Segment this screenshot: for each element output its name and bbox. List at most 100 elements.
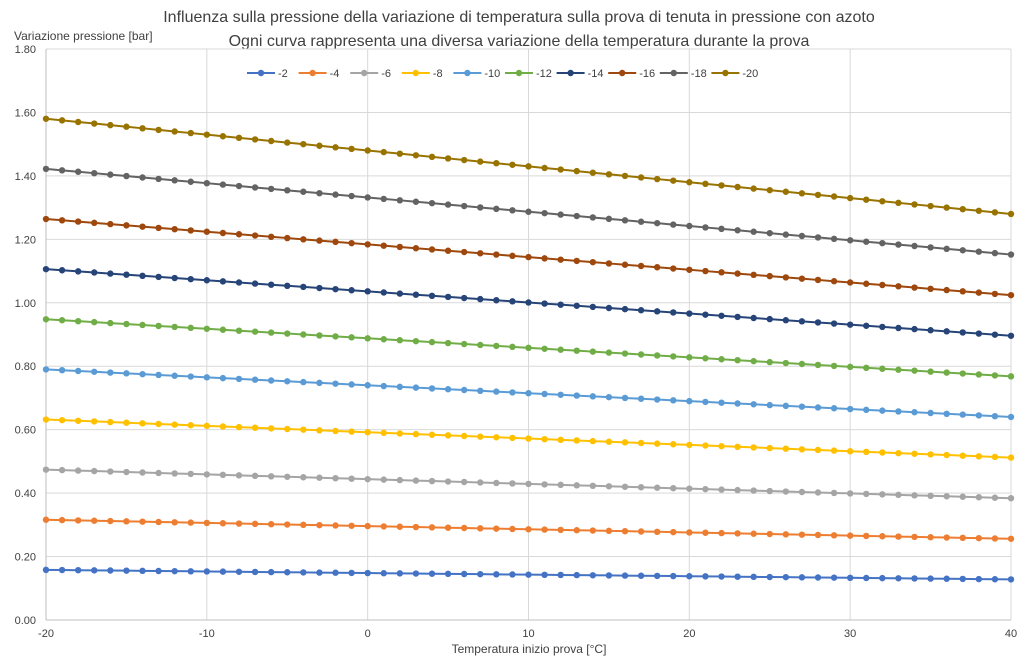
data-point bbox=[219, 568, 227, 575]
data-point bbox=[284, 425, 291, 433]
data-point bbox=[509, 207, 516, 214]
data-point bbox=[477, 295, 484, 303]
data-point bbox=[541, 164, 548, 172]
data-point bbox=[428, 199, 436, 207]
legend-marker bbox=[722, 69, 729, 77]
data-point bbox=[251, 376, 259, 383]
data-point bbox=[943, 245, 950, 253]
data-point bbox=[734, 400, 741, 407]
data-point bbox=[686, 485, 693, 492]
series-group bbox=[42, 115, 1015, 583]
data-point bbox=[927, 409, 934, 417]
data-point bbox=[750, 573, 757, 581]
data-point bbox=[235, 568, 243, 575]
data-point bbox=[412, 152, 420, 159]
data-point bbox=[219, 229, 227, 237]
data-point bbox=[927, 244, 934, 251]
legend-item: -6 bbox=[350, 68, 391, 80]
data-point bbox=[380, 476, 387, 483]
data-point bbox=[605, 393, 613, 401]
data-point bbox=[814, 319, 822, 326]
data-point bbox=[605, 572, 613, 579]
data-point bbox=[814, 404, 822, 411]
data-point bbox=[573, 527, 580, 534]
series--20 bbox=[42, 115, 1015, 218]
data-point bbox=[766, 272, 773, 280]
data-point bbox=[718, 399, 725, 406]
data-point bbox=[959, 329, 966, 336]
legend: -2 -4 -6 -8 -10 -12 -14 -16 -18 -20 bbox=[247, 68, 758, 80]
data-point bbox=[123, 320, 130, 328]
data-point bbox=[846, 532, 854, 539]
data-point bbox=[943, 286, 950, 294]
data-point bbox=[605, 304, 613, 312]
data-point bbox=[267, 185, 275, 193]
data-point bbox=[300, 378, 307, 386]
data-point bbox=[621, 527, 629, 535]
data-point bbox=[895, 533, 902, 540]
data-point bbox=[814, 574, 822, 581]
legend-label: -6 bbox=[381, 68, 391, 80]
data-point bbox=[155, 322, 162, 330]
data-point bbox=[734, 573, 741, 580]
data-point bbox=[863, 196, 870, 203]
data-point bbox=[139, 420, 146, 427]
data-point bbox=[991, 535, 999, 542]
y-tick-label: 0.00 bbox=[15, 615, 36, 627]
data-point bbox=[428, 292, 436, 299]
data-point bbox=[380, 195, 387, 203]
data-point bbox=[171, 225, 178, 233]
data-point bbox=[74, 467, 82, 474]
data-point bbox=[718, 486, 725, 493]
series--10 bbox=[42, 366, 1015, 421]
data-point bbox=[879, 365, 886, 372]
legend-label: -16 bbox=[639, 68, 655, 80]
data-point bbox=[959, 493, 966, 500]
data-point bbox=[798, 275, 806, 282]
data-point bbox=[991, 331, 999, 338]
data-point bbox=[525, 163, 532, 170]
data-point bbox=[589, 527, 597, 534]
data-point bbox=[364, 569, 371, 577]
data-point bbox=[1007, 576, 1015, 583]
data-point bbox=[879, 491, 886, 498]
data-point bbox=[412, 430, 420, 438]
data-point bbox=[187, 568, 194, 575]
data-point bbox=[670, 572, 677, 580]
data-point bbox=[203, 277, 211, 284]
data-point bbox=[428, 477, 436, 485]
data-point bbox=[219, 374, 227, 382]
data-point bbox=[203, 519, 211, 527]
data-point bbox=[653, 396, 661, 403]
data-point bbox=[477, 570, 484, 578]
data-point bbox=[477, 158, 484, 165]
data-point bbox=[58, 366, 66, 374]
data-point bbox=[702, 573, 709, 580]
data-point bbox=[766, 186, 773, 194]
data-point bbox=[187, 275, 194, 283]
data-point bbox=[187, 178, 194, 185]
data-point bbox=[91, 169, 98, 177]
data-point bbox=[830, 489, 838, 497]
data-point bbox=[284, 378, 291, 385]
data-point bbox=[766, 358, 773, 366]
legend-label: -4 bbox=[330, 68, 340, 80]
data-point bbox=[412, 337, 420, 345]
data-point bbox=[766, 487, 773, 495]
data-point bbox=[975, 453, 983, 460]
data-point bbox=[300, 521, 307, 529]
data-point bbox=[332, 475, 339, 482]
data-point bbox=[589, 572, 597, 579]
data-point bbox=[718, 312, 725, 319]
data-point bbox=[830, 362, 838, 370]
data-point bbox=[750, 530, 757, 537]
legend-label: -2 bbox=[278, 68, 288, 80]
data-point bbox=[541, 571, 548, 578]
data-point bbox=[139, 567, 146, 575]
data-point bbox=[58, 317, 66, 324]
data-point bbox=[139, 370, 146, 378]
data-point bbox=[155, 224, 162, 232]
data-point bbox=[428, 153, 436, 161]
data-point bbox=[959, 452, 966, 459]
data-point bbox=[702, 180, 709, 188]
